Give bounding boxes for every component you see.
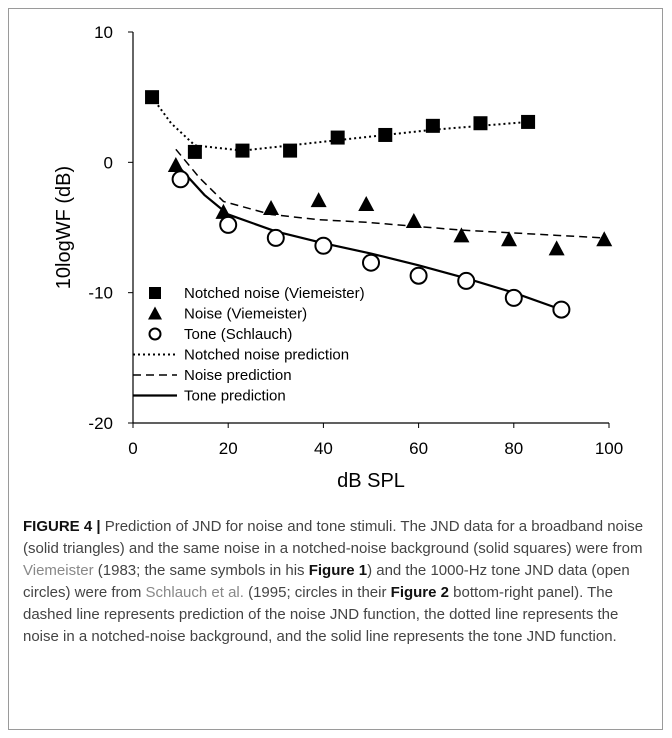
triangle-data-point <box>405 212 422 228</box>
figure-frame <box>8 8 663 730</box>
triangle-data-point <box>215 203 232 219</box>
legend-marker-symbol <box>149 287 161 299</box>
caption-reference-link[interactable]: Schlauch et al. <box>145 584 244 601</box>
circle-data-point <box>266 228 285 247</box>
x-tick-label: 100 <box>595 439 623 458</box>
x-tick-label: 80 <box>504 439 523 458</box>
y-tick-label: -10 <box>88 284 113 303</box>
circle-data-point <box>457 271 476 290</box>
prediction-lines <box>151 96 605 311</box>
x-axis-title: dB SPL <box>337 470 405 492</box>
square-data-point <box>235 143 250 158</box>
triangle-data-point <box>310 192 327 208</box>
circle-data-point <box>409 266 428 285</box>
triangle-data-point <box>501 231 518 247</box>
dashed-prediction-line <box>175 148 605 239</box>
legend-marker-symbol <box>148 327 162 341</box>
square-data-point <box>473 116 488 131</box>
solid-prediction-line <box>179 168 562 311</box>
legend-entry-label: Tone (Schlauch) <box>184 326 292 343</box>
square-data-point <box>187 144 202 159</box>
y-axis-title: 10logWF (dB) <box>53 166 75 289</box>
caption-text: bottom-right panel). The dashed line rep… <box>23 584 619 645</box>
y-tick-label: 0 <box>104 153 113 172</box>
legend-entry-label: Notched noise (Viemeister) <box>184 285 365 302</box>
y-tick-label: 10 <box>94 23 113 42</box>
triangle-data-point <box>453 227 470 243</box>
x-tick-label: 60 <box>409 439 428 458</box>
legend-entry-label: Tone prediction <box>184 388 286 405</box>
circle-data-point <box>552 300 571 319</box>
triangle-data-point <box>263 199 280 215</box>
chart-axes <box>128 31 610 428</box>
caption-reference-link[interactable]: Viemeister <box>23 562 94 579</box>
caption-text: Prediction of JND for noise and tone sti… <box>23 518 644 557</box>
legend-entry-label: Noise prediction <box>184 367 292 384</box>
square-data-point <box>145 90 160 105</box>
triangle-data-point <box>596 231 613 247</box>
square-data-point <box>330 130 345 145</box>
legend: Notched noise (Viemeister) Noise (Viemeis… <box>133 285 365 405</box>
legend-marker-symbol <box>148 306 162 320</box>
x-tick-label: 40 <box>314 439 333 458</box>
legend-entry-label: Noise (Viemeister) <box>184 306 307 323</box>
x-tick-label: 20 <box>219 439 238 458</box>
y-tick-label: -20 <box>88 414 113 433</box>
data-markers <box>145 90 613 319</box>
figure-caption: FIGURE 4 | Prediction of JND for noise a… <box>23 516 653 648</box>
circle-data-point <box>504 288 523 307</box>
x-tick-label: 0 <box>128 439 137 458</box>
triangle-data-point <box>167 156 184 172</box>
caption-text: (1983; the same symbols in his <box>93 562 309 579</box>
legend-entry-label: Notched noise prediction <box>184 347 349 364</box>
circle-data-point <box>314 236 333 255</box>
circle-data-point <box>219 215 238 234</box>
caption-figure-link[interactable]: Figure 2 <box>390 584 450 601</box>
caption-text: (1995; circles in their <box>243 584 391 601</box>
circle-data-point <box>362 253 380 272</box>
caption-figure-link[interactable]: Figure 1 <box>308 562 368 579</box>
triangle-data-point <box>548 240 565 256</box>
square-data-point <box>425 118 440 133</box>
square-data-point <box>378 127 393 142</box>
square-data-point <box>283 143 298 158</box>
square-data-point <box>521 114 536 129</box>
caption-text: ) and the 1000-Hz tone JND data (open ci… <box>23 562 630 601</box>
caption-label: FIGURE 4 | <box>23 518 101 535</box>
triangle-data-point <box>358 196 375 212</box>
circle-data-point <box>171 170 190 189</box>
